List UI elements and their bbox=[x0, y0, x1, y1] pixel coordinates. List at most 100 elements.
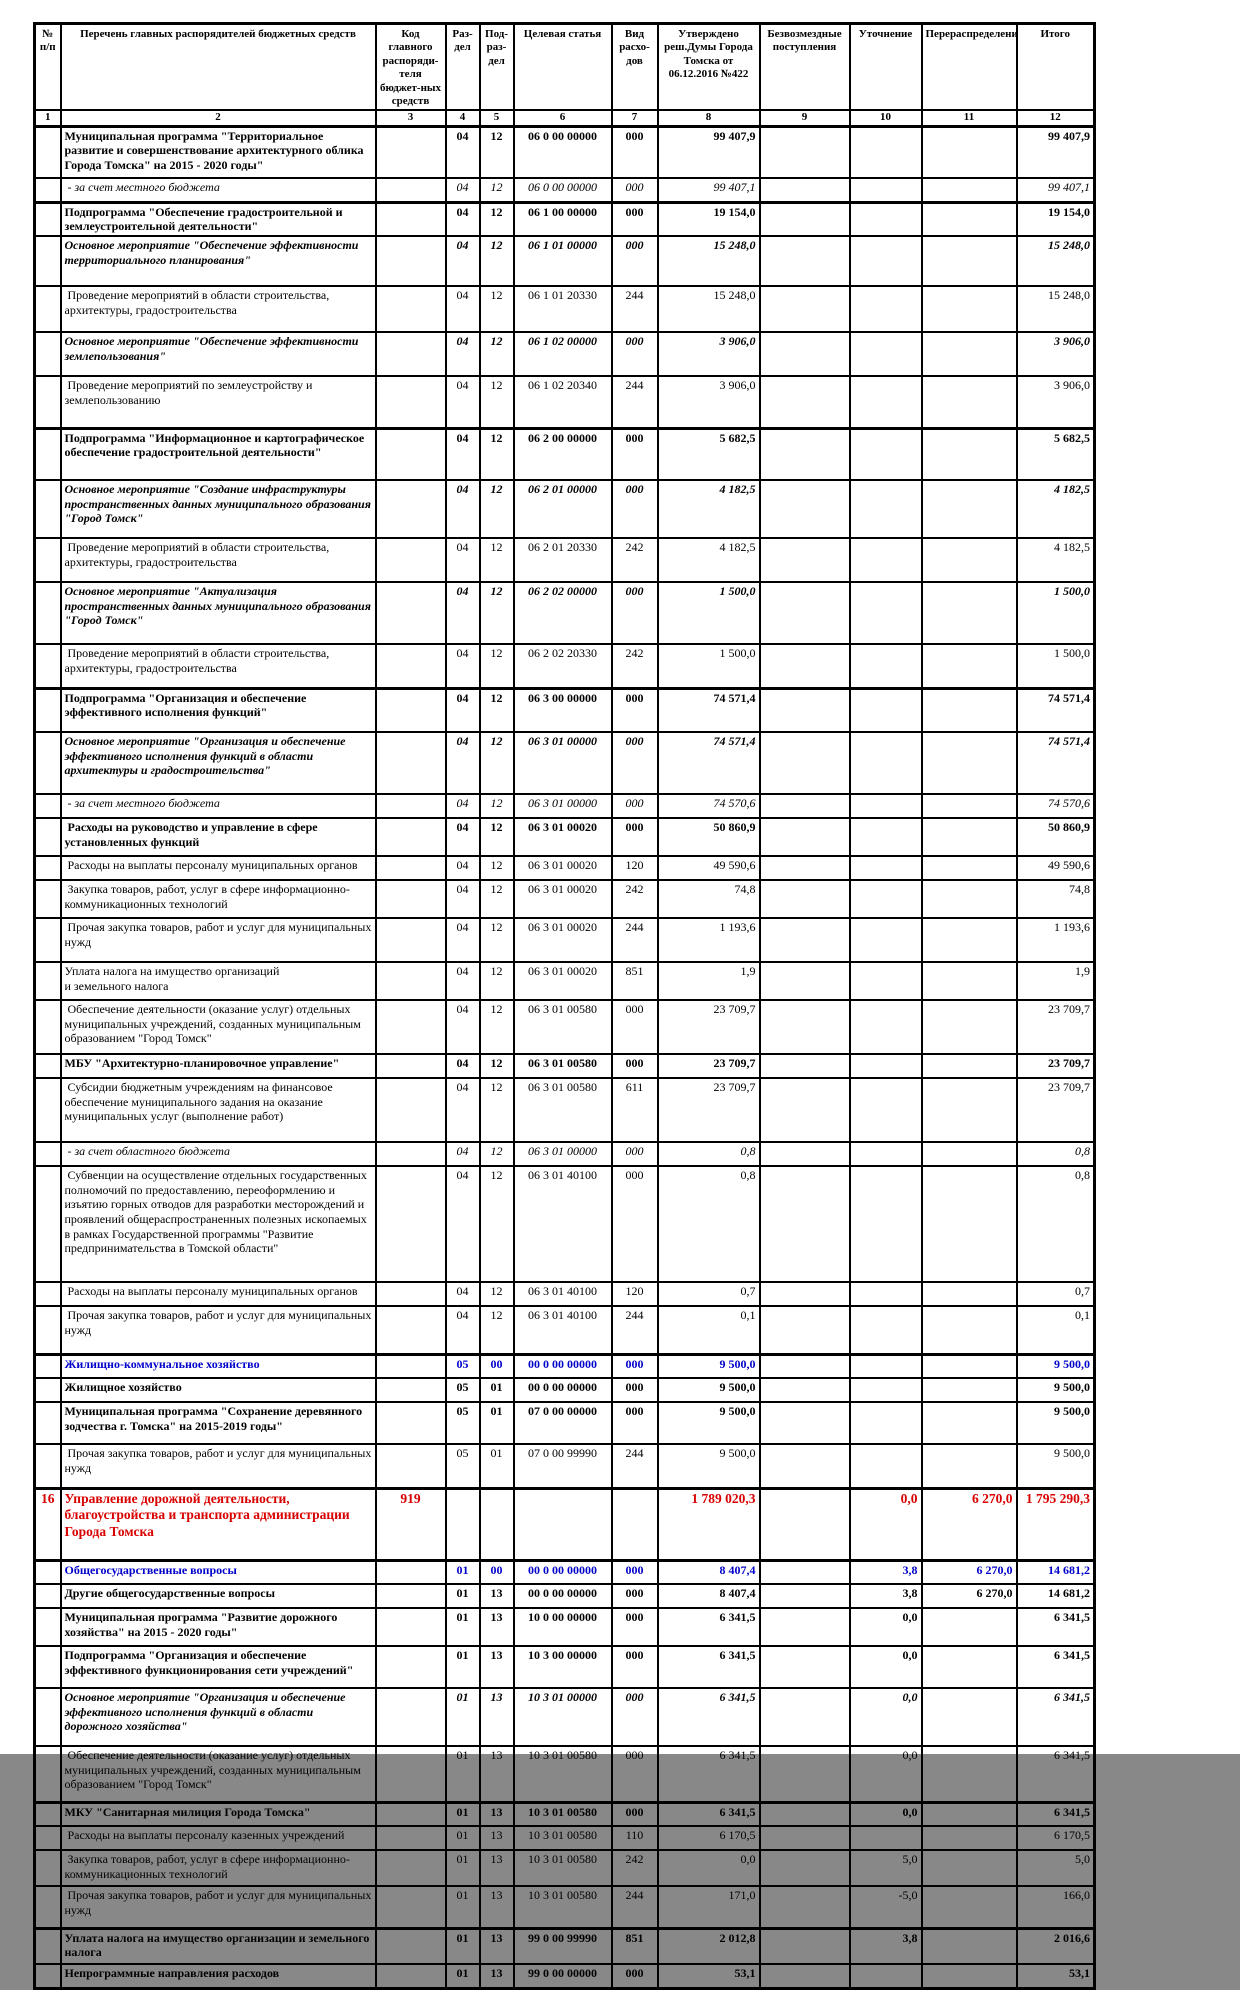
grbs-code-cell bbox=[374, 1401, 447, 1446]
redistribution-cell bbox=[920, 879, 1018, 920]
column-number-row: 1 2 3 4 5 6 7 8 9 10 11 12 bbox=[33, 109, 1096, 128]
razdel-cell: 04 bbox=[444, 686, 481, 734]
total-cell: 14 681,2 bbox=[1015, 1558, 1096, 1586]
expense-type-cell: 000 bbox=[610, 1800, 659, 1828]
expense-type-cell: 120 bbox=[610, 855, 659, 882]
expense-type-cell: 242 bbox=[610, 879, 659, 920]
row-number-cell bbox=[33, 1401, 62, 1446]
row-number-cell bbox=[33, 479, 62, 540]
row-number-cell bbox=[33, 1825, 62, 1852]
grbs-code-cell bbox=[374, 961, 447, 1002]
podrazdel-cell: 12 bbox=[478, 1053, 515, 1080]
total-cell: 9 500,0 bbox=[1015, 1377, 1096, 1404]
gratuitous-receipts-cell bbox=[758, 375, 851, 430]
podrazdel-cell: 01 bbox=[478, 1377, 515, 1404]
approved-amount-cell: 6 341,5 bbox=[656, 1607, 761, 1648]
redistribution-cell bbox=[920, 1607, 1018, 1648]
razdel-cell: 04 bbox=[444, 793, 481, 820]
adjustment-cell bbox=[848, 479, 923, 540]
row-number-cell bbox=[33, 1377, 62, 1404]
row-name-cell: Другие общегосударственные вопросы bbox=[59, 1583, 377, 1610]
row-number-cell bbox=[33, 879, 62, 920]
razdel-cell: 01 bbox=[444, 1687, 481, 1748]
razdel-cell: 01 bbox=[444, 1849, 481, 1888]
row-name-cell: Подпрограмма "Обеспечение градостроитель… bbox=[59, 200, 377, 238]
total-cell: 50 860,9 bbox=[1015, 817, 1096, 858]
approved-amount-cell: 99 407,1 bbox=[656, 177, 761, 204]
table-row: Муниципальная программа "Развитие дорожн… bbox=[33, 1607, 1096, 1648]
table-row: Другие общегосударственные вопросы 01 13 00… bbox=[33, 1583, 1096, 1610]
adjustment-cell bbox=[848, 285, 923, 334]
target-article-cell: 06 1 02 00000 bbox=[512, 331, 613, 378]
redistribution-cell: 6 270,0 bbox=[920, 1583, 1018, 1610]
podrazdel-cell: 12 bbox=[478, 200, 515, 238]
razdel-cell: 01 bbox=[444, 1558, 481, 1586]
grbs-code-cell bbox=[374, 817, 447, 858]
redistribution-cell bbox=[920, 1281, 1018, 1308]
razdel-cell: 04 bbox=[444, 855, 481, 882]
grbs-code-cell bbox=[374, 1963, 447, 1990]
gratuitous-receipts-cell bbox=[758, 917, 851, 964]
adjustment-cell: 0,0 bbox=[848, 1745, 923, 1804]
target-article-cell: 06 3 01 40100 bbox=[512, 1281, 613, 1308]
row-name-cell: Жилищно-коммунальное хозяйство bbox=[59, 1352, 377, 1380]
grbs-code-cell bbox=[374, 375, 447, 430]
gratuitous-receipts-cell bbox=[758, 285, 851, 334]
approved-amount-cell: 1 193,6 bbox=[656, 917, 761, 964]
row-number-cell bbox=[33, 200, 62, 238]
grbs-code-cell bbox=[374, 855, 447, 882]
row-name-cell: Обеспечение деятельности (оказание услуг… bbox=[59, 1745, 377, 1804]
grbs-code-cell bbox=[374, 1645, 447, 1690]
grbs-code-cell bbox=[374, 1583, 447, 1610]
gratuitous-receipts-cell bbox=[758, 1401, 851, 1446]
row-number-cell bbox=[33, 1645, 62, 1690]
col-number: 6 bbox=[512, 109, 613, 128]
razdel-cell: 04 bbox=[444, 125, 481, 180]
grbs-code-cell bbox=[374, 1885, 447, 1930]
redistribution-cell bbox=[920, 1377, 1018, 1404]
total-cell: 1,9 bbox=[1015, 961, 1096, 1002]
podrazdel-cell: 12 bbox=[478, 793, 515, 820]
target-article-cell: 06 0 00 00000 bbox=[512, 177, 613, 204]
row-number-cell bbox=[33, 1077, 62, 1144]
razdel-cell: 01 bbox=[444, 1645, 481, 1690]
grbs-code-cell bbox=[374, 1053, 447, 1080]
target-article-cell: 06 2 00 00000 bbox=[512, 426, 613, 482]
target-article-cell: 07 0 00 00000 bbox=[512, 1401, 613, 1446]
razdel-cell: 05 bbox=[444, 1352, 481, 1380]
gratuitous-receipts-cell bbox=[758, 1352, 851, 1380]
grbs-code-cell bbox=[374, 200, 447, 238]
gratuitous-receipts-cell bbox=[758, 879, 851, 920]
approved-amount-cell: 9 500,0 bbox=[656, 1401, 761, 1446]
total-cell: 74 571,4 bbox=[1015, 731, 1096, 796]
razdel-cell: 04 bbox=[444, 1165, 481, 1284]
approved-amount-cell: 9 500,0 bbox=[656, 1377, 761, 1404]
col-number: 7 bbox=[610, 109, 659, 128]
table-row: Муниципальная программа "Сохранение дере… bbox=[33, 1401, 1096, 1446]
expense-type-cell: 000 bbox=[610, 1352, 659, 1380]
table-row: Уплата налога на имущество организации и… bbox=[33, 1926, 1096, 1966]
target-article-cell: 00 0 00 00000 bbox=[512, 1583, 613, 1610]
target-article-cell: 06 3 01 00020 bbox=[512, 817, 613, 858]
table-row: Проведение мероприятий в области строите… bbox=[33, 285, 1096, 334]
razdel-cell: 04 bbox=[444, 479, 481, 540]
razdel-cell: 04 bbox=[444, 731, 481, 796]
target-article-cell: 00 0 00 00000 bbox=[512, 1352, 613, 1380]
grbs-code-cell bbox=[374, 1305, 447, 1356]
row-name-cell: Основное мероприятие "Обеспечение эффект… bbox=[59, 235, 377, 288]
podrazdel-cell: 12 bbox=[478, 375, 515, 430]
target-article-cell: 06 2 01 00000 bbox=[512, 479, 613, 540]
row-number-cell bbox=[33, 375, 62, 430]
total-cell: 19 154,0 bbox=[1015, 200, 1096, 238]
gratuitous-receipts-cell bbox=[758, 961, 851, 1002]
gratuitous-receipts-cell bbox=[758, 999, 851, 1056]
row-name-cell: Непрограммные направления расходов bbox=[59, 1963, 377, 1990]
total-cell: 9 500,0 bbox=[1015, 1443, 1096, 1490]
table-row: Непрограммные направления расходов 01 13 99… bbox=[33, 1963, 1096, 1990]
expense-type-cell: 242 bbox=[610, 537, 659, 584]
redistribution-cell bbox=[920, 1963, 1018, 1990]
col-header-expense-type: Вид расхо-дов bbox=[610, 22, 659, 112]
row-number-cell bbox=[33, 1745, 62, 1804]
grbs-code-cell bbox=[374, 793, 447, 820]
podrazdel-cell bbox=[478, 1486, 515, 1562]
